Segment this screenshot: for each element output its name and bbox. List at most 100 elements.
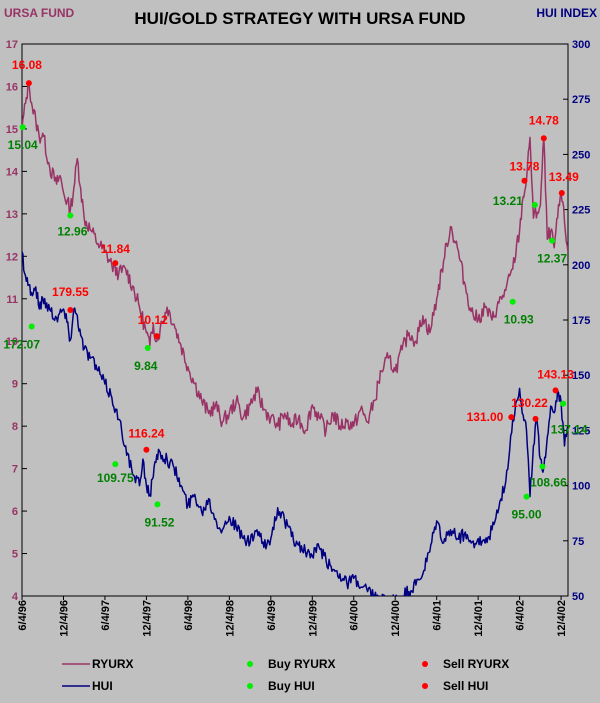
- x-tick-label: 12/4/00: [390, 600, 402, 637]
- annotation-label-buy: 95.00: [512, 508, 542, 522]
- legend-label: Sell RYURX: [443, 657, 509, 671]
- right-tick-label: 300: [572, 39, 590, 51]
- annotation-marker-sell: [532, 415, 539, 422]
- right-tick-label: 100: [572, 481, 590, 493]
- left-tick-label: 16: [6, 81, 18, 93]
- right-axis-title: HUI INDEX: [536, 6, 597, 20]
- annotation-label-sell: 13.49: [549, 170, 579, 184]
- annotation-marker-buy: [144, 345, 151, 352]
- legend-label: Buy RYURX: [268, 657, 336, 671]
- annotation-label-buy: 15.04: [8, 138, 38, 152]
- series-line-hui: [22, 251, 568, 596]
- left-axis-title: URSA FUND: [4, 6, 75, 20]
- annotation-marker-sell: [112, 260, 119, 267]
- annotation-marker-buy: [154, 501, 161, 508]
- legend-label: RYURX: [92, 657, 134, 671]
- x-tick-label: 6/4/96: [17, 600, 29, 631]
- annotation-label-buy: 108.66: [530, 475, 567, 489]
- left-tick-label: 11: [6, 294, 18, 306]
- annotation-marker-sell: [25, 80, 32, 87]
- legend-swatch-dot: [247, 683, 253, 689]
- series-group: [22, 80, 568, 596]
- right-tick-label: 50: [572, 591, 584, 603]
- legend-label: Sell HUI: [443, 679, 488, 693]
- x-tick-label: 6/4/99: [266, 600, 278, 631]
- legend-swatch-dot: [422, 683, 428, 689]
- legend: RYURX Buy RYURX Sell RYURX HUI Buy HUI Sell H…: [62, 657, 509, 693]
- annotation-marker-buy: [28, 323, 35, 330]
- left-tick-label: 9: [12, 379, 18, 391]
- legend-label: Buy HUI: [268, 679, 315, 693]
- x-tick-label: 12/4/99: [307, 600, 319, 637]
- annotation-label-buy: 13.21: [493, 194, 523, 208]
- left-tick-label: 7: [12, 464, 18, 476]
- x-tick-label: 12/4/01: [473, 600, 485, 637]
- left-axis: 4 5 6 7 8 9 10 11 12 13 14 15 16 17: [6, 39, 27, 603]
- annotation-marker-buy: [539, 463, 546, 470]
- annotation-marker-buy: [523, 493, 530, 500]
- annotation-marker-buy: [549, 237, 556, 244]
- x-tick-label: 12/4/97: [141, 600, 153, 637]
- annotations-group: 16.08 15.04 12.96 11.84 10.12 9.84 13.78 14.78 1…: [3, 58, 588, 529]
- right-tick-label: 200: [572, 260, 590, 272]
- right-tick-label: 75: [572, 536, 584, 548]
- annotation-label-buy: 10.93: [504, 313, 534, 327]
- left-tick-label: 8: [12, 421, 18, 433]
- annotation-label-buy: 9.84: [134, 359, 158, 373]
- chart-title: HUI/GOLD STRATEGY WITH URSA FUND: [134, 9, 465, 28]
- annotation-label-sell: 16.08: [12, 58, 42, 72]
- annotation-marker-buy: [112, 461, 119, 468]
- annotation-marker-sell: [540, 135, 547, 142]
- x-tick-label: 6/4/00: [349, 600, 361, 631]
- right-tick-label: 125: [572, 425, 590, 437]
- x-tick-label: 6/4/02: [515, 600, 527, 631]
- annotation-label-buy: 137.14: [551, 423, 588, 437]
- x-tick-label: 6/4/97: [100, 600, 112, 631]
- annotation-marker-buy: [531, 201, 538, 208]
- series-line-ryurx: [22, 80, 568, 437]
- left-tick-label: 12: [6, 251, 18, 263]
- annotation-label-buy: 12.96: [57, 225, 87, 239]
- annotation-label-buy: 109.75: [97, 471, 134, 485]
- annotation-marker-buy: [509, 298, 516, 305]
- right-tick-label: 250: [572, 149, 590, 161]
- annotation-marker-sell: [153, 333, 160, 340]
- x-tick-label: 12/4/02: [556, 600, 568, 637]
- annotation-marker-sell: [143, 446, 150, 453]
- left-tick-label: 14: [6, 166, 19, 178]
- annotation-marker-sell: [521, 177, 528, 184]
- annotation-marker-sell: [558, 190, 565, 197]
- annotation-label-sell: 13.78: [509, 160, 539, 174]
- right-tick-label: 275: [572, 94, 590, 106]
- annotation-label-sell: 11.84: [101, 242, 131, 256]
- right-axis: 50 75 100 125 150 175 200 225 250 275 300: [563, 39, 590, 603]
- annotation-marker-sell: [508, 414, 515, 421]
- legend-label: HUI: [92, 679, 113, 693]
- legend-swatch-dot: [422, 661, 428, 667]
- annotation-label-buy: 91.52: [144, 515, 174, 529]
- annotation-marker-sell: [67, 306, 74, 313]
- annotation-label-sell: 179.55: [52, 285, 89, 299]
- annotation-label-sell: 143.13: [537, 367, 574, 381]
- annotation-label-sell: 130.22: [511, 396, 548, 410]
- plot-area: [21, 43, 569, 597]
- annotation-label-sell: 14.78: [529, 113, 559, 127]
- left-tick-label: 15: [6, 124, 18, 136]
- annotation-label-sell: 131.00: [467, 410, 504, 424]
- left-tick-label: 6: [12, 506, 18, 518]
- left-tick-label: 17: [6, 39, 18, 51]
- annotation-marker-buy: [19, 124, 26, 131]
- annotation-label-buy: 172.07: [3, 337, 40, 351]
- legend-swatch-dot: [247, 661, 253, 667]
- left-tick-label: 4: [12, 591, 19, 603]
- annotation-marker-sell: [552, 387, 559, 394]
- x-tick-label: 6/4/98: [183, 600, 195, 631]
- right-tick-label: 150: [572, 370, 590, 382]
- left-tick-label: 5: [12, 549, 18, 561]
- right-tick-label: 225: [572, 205, 590, 217]
- left-tick-label: 13: [6, 209, 18, 221]
- x-tick-label: 12/4/96: [58, 600, 70, 637]
- annotation-marker-buy: [560, 400, 567, 407]
- x-tick-label: 6/4/01: [432, 600, 444, 631]
